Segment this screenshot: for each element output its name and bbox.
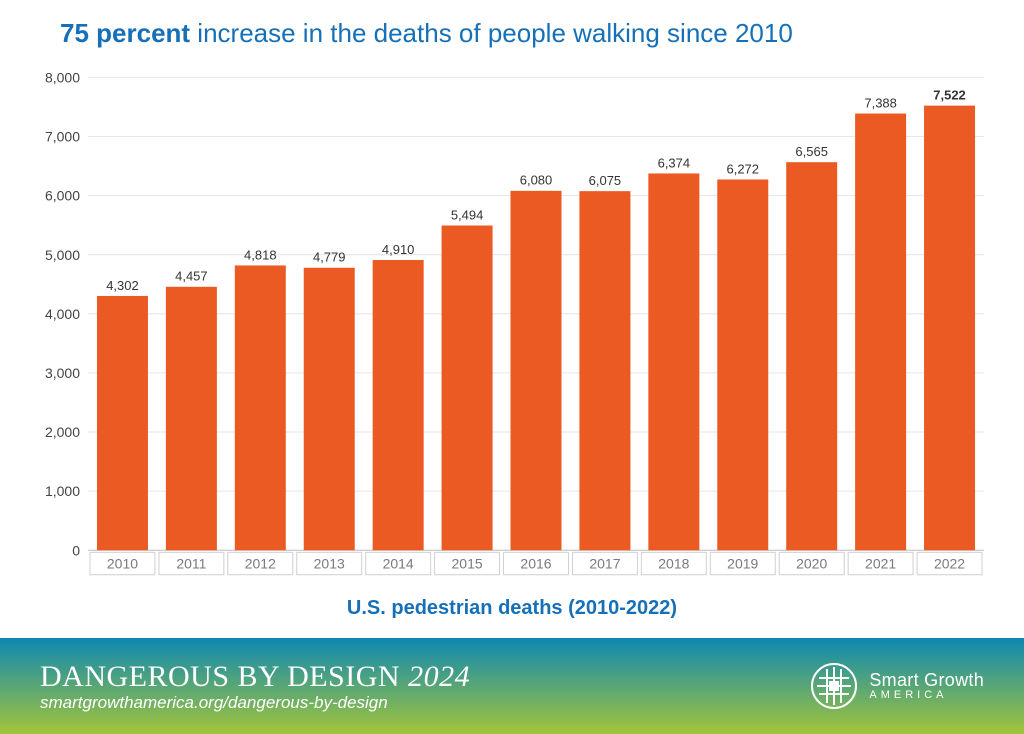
bar xyxy=(304,268,355,551)
bar xyxy=(442,225,493,550)
bar-value-label: 7,522 xyxy=(933,87,965,102)
bar-value-label: 4,302 xyxy=(106,278,138,293)
footer-url: smartgrowthamerica.org/dangerous-by-desi… xyxy=(40,693,470,713)
svg-text:1,000: 1,000 xyxy=(45,483,80,499)
bar-value-label: 6,075 xyxy=(589,173,621,188)
svg-text:5,000: 5,000 xyxy=(45,247,80,263)
x-tick-label: 2022 xyxy=(934,555,965,571)
bar-value-label: 6,374 xyxy=(658,155,690,170)
x-tick-label: 2016 xyxy=(520,555,551,571)
chart-title-text: 75 percent increase in the deaths of peo… xyxy=(60,18,793,48)
footer-left: DANGEROUS BY DESIGN 2024 smartgrowthamer… xyxy=(40,660,470,713)
x-tick-label: 2011 xyxy=(176,555,206,571)
chart-subtitle-text: U.S. pedestrian deaths (2010-2022) xyxy=(347,597,677,619)
svg-text:6,000: 6,000 xyxy=(45,188,80,204)
logo-line2: AMERICA xyxy=(869,690,984,702)
bar xyxy=(924,106,975,551)
chart-title-highlight: 75 percent xyxy=(60,18,190,48)
x-tick-label: 2018 xyxy=(658,555,689,571)
x-tick-label: 2017 xyxy=(589,555,620,571)
bar-value-label: 6,272 xyxy=(727,161,759,176)
x-tick-label: 2010 xyxy=(107,555,138,571)
smart-growth-logo-text: Smart Growth AMERICA xyxy=(869,671,984,701)
bar-chart: 0 1,000 2,000 3,000 4,000 5,000 6,000 7,000 8,00… xyxy=(30,59,994,589)
svg-text:3,000: 3,000 xyxy=(45,365,80,381)
svg-text:7,000: 7,000 xyxy=(45,128,80,144)
smart-growth-logo-icon xyxy=(811,663,857,709)
x-tick-label: 2020 xyxy=(796,555,827,571)
bar xyxy=(648,173,699,550)
bar xyxy=(579,191,630,550)
footer-right: Smart Growth AMERICA xyxy=(811,663,984,709)
bar xyxy=(373,260,424,550)
logo-line1: Smart Growth xyxy=(869,671,984,690)
bar-value-label: 5,494 xyxy=(451,207,483,222)
chart-title: 75 percent increase in the deaths of peo… xyxy=(0,0,1024,49)
x-tick-label: 2019 xyxy=(727,555,758,571)
bar-value-label: 4,779 xyxy=(313,250,345,265)
svg-text:4,000: 4,000 xyxy=(45,306,80,322)
footer-banner: DANGEROUS BY DESIGN 2024 smartgrowthamer… xyxy=(0,638,1024,734)
bar-value-label: 6,565 xyxy=(795,144,827,159)
bar-value-label: 4,910 xyxy=(382,242,414,257)
bar xyxy=(97,296,148,550)
chart-subtitle: U.S. pedestrian deaths (2010-2022) xyxy=(0,589,1024,638)
svg-text:2,000: 2,000 xyxy=(45,424,80,440)
bar xyxy=(717,179,768,550)
bar-value-label: 4,818 xyxy=(244,247,276,262)
x-tick-label: 2012 xyxy=(245,555,276,571)
footer-title-year: 2024 xyxy=(408,660,470,693)
bar xyxy=(786,162,837,550)
page: 75 percent increase in the deaths of peo… xyxy=(0,0,1024,734)
x-tick-label: 2014 xyxy=(383,555,414,571)
chart-area: 0 1,000 2,000 3,000 4,000 5,000 6,000 7,000 8,00… xyxy=(0,49,1024,589)
bar xyxy=(510,191,561,550)
bar-value-label: 7,388 xyxy=(864,95,896,110)
footer-title: DANGEROUS BY DESIGN 2024 xyxy=(40,660,470,693)
chart-title-rest: increase in the deaths of people walking… xyxy=(190,18,793,48)
x-tick-label: 2013 xyxy=(314,555,345,571)
bar-value-label: 6,080 xyxy=(520,173,552,188)
svg-text:0: 0 xyxy=(72,542,80,558)
bar-value-label: 4,457 xyxy=(175,269,207,284)
bar xyxy=(166,287,217,550)
bar xyxy=(855,114,906,551)
footer-title-main: DANGEROUS BY DESIGN xyxy=(40,660,408,693)
bar xyxy=(235,265,286,550)
x-tick-label: 2021 xyxy=(865,555,896,571)
svg-text:8,000: 8,000 xyxy=(45,69,80,85)
x-tick-label: 2015 xyxy=(452,555,483,571)
